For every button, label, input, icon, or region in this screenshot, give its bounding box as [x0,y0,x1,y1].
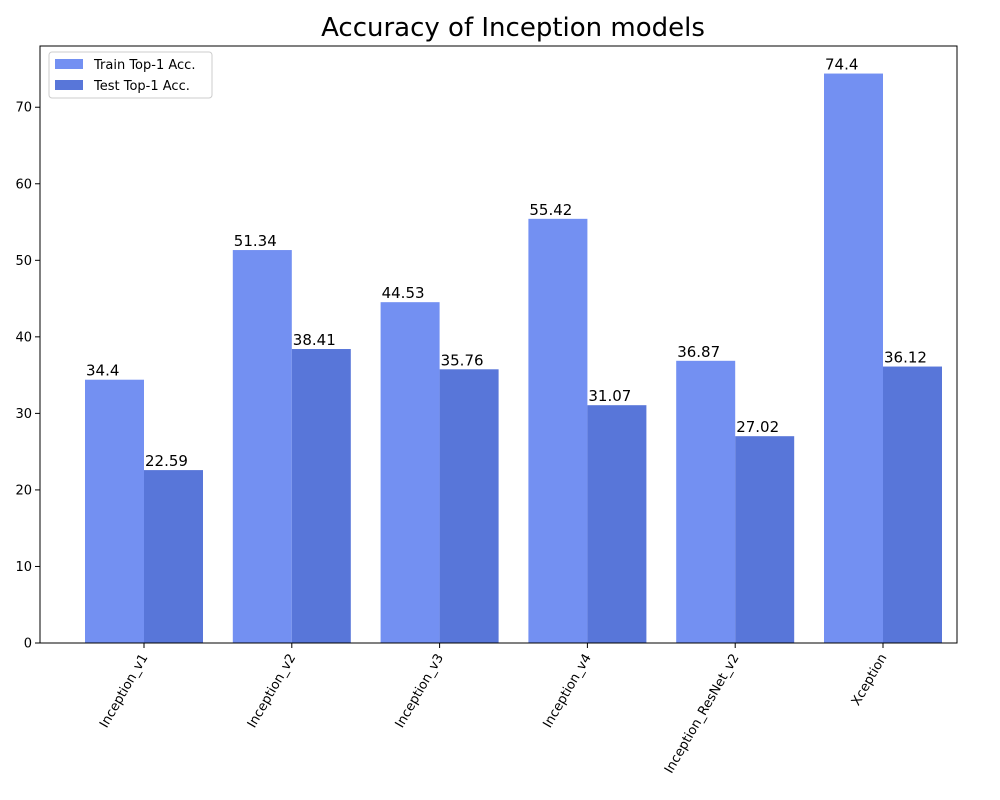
value-label-train-Inception_v4: 55.42 [529,201,572,219]
bar-train-Xception [824,73,883,644]
bar-test-Inception_v2 [291,349,351,643]
value-label-test-Inception_ResNet_v2: 27.02 [736,418,779,436]
x-tick-label: Inception_v3 [393,652,447,731]
bar-test-Inception_v4 [587,405,647,643]
legend: Train Top-1 Acc. Test Top-1 Acc. [48,51,213,99]
x-tick-label: Xception [849,652,891,709]
x-tick-label: Inception_v1 [97,652,151,731]
bar-train-Inception_v4 [528,218,588,643]
bar-test-Inception_v1 [144,470,203,643]
x-tick-label: Inception_v2 [245,652,299,731]
bar-train-Inception_ResNet_v2 [676,360,736,643]
y-tick-label: 10 [15,560,32,575]
value-label-test-Inception_v4: 31.07 [588,387,631,405]
y-tick-label: 0 [24,637,32,652]
value-label-train-Xception: 74.4 [825,56,858,74]
value-label-test-Inception_v3: 35.76 [441,351,484,369]
x-tick-label: Inception_v4 [540,652,594,731]
value-label-train-Inception_v3: 44.53 [382,284,425,302]
plot-frame [39,45,958,644]
value-label-train-Inception_v1: 34.4 [86,362,119,380]
bar-train-Inception_v2 [232,250,292,643]
legend-label-test: Test Top-1 Acc. [93,79,190,94]
value-label-test-Xception: 36.12 [884,349,927,367]
legend-swatch-test [55,80,83,90]
value-label-test-Inception_v2: 38.41 [293,331,336,349]
value-label-train-Inception_ResNet_v2: 36.87 [677,343,720,361]
y-tick-label: 30 [15,407,32,422]
y-axis: 0 10 20 30 40 50 60 70 [15,101,40,652]
value-label-test-Inception_v1: 22.59 [145,452,188,470]
y-tick-label: 50 [15,254,32,269]
y-tick-label: 60 [15,177,32,192]
chart-title: Accuracy of Inception models [321,13,705,43]
y-tick-label: 20 [15,483,32,498]
legend-item-test: Test Top-1 Acc. [55,79,190,94]
bar-test-Inception_ResNet_v2 [735,436,795,643]
bar-test-Xception [883,366,942,643]
legend-label-train: Train Top-1 Acc. [93,58,195,73]
plot-area: 34.4 22.59 51.34 38.41 44.53 35.76 55.42 31.07 3… [85,56,942,644]
x-axis: Inception_v1 Inception_v2 Inception_v3 Ince… [97,643,890,776]
y-tick-label: 70 [15,101,32,116]
legend-swatch-train [55,59,83,69]
legend-box [48,51,213,99]
y-tick-label: 40 [15,330,32,345]
value-label-train-Inception_v2: 51.34 [234,232,277,250]
bar-train-Inception_v1 [85,379,144,643]
x-tick-label: Inception_ResNet_v2 [662,652,743,777]
bar-train-Inception_v3 [380,302,440,643]
bar-test-Inception_v3 [439,369,499,643]
legend-item-train: Train Top-1 Acc. [55,58,195,73]
